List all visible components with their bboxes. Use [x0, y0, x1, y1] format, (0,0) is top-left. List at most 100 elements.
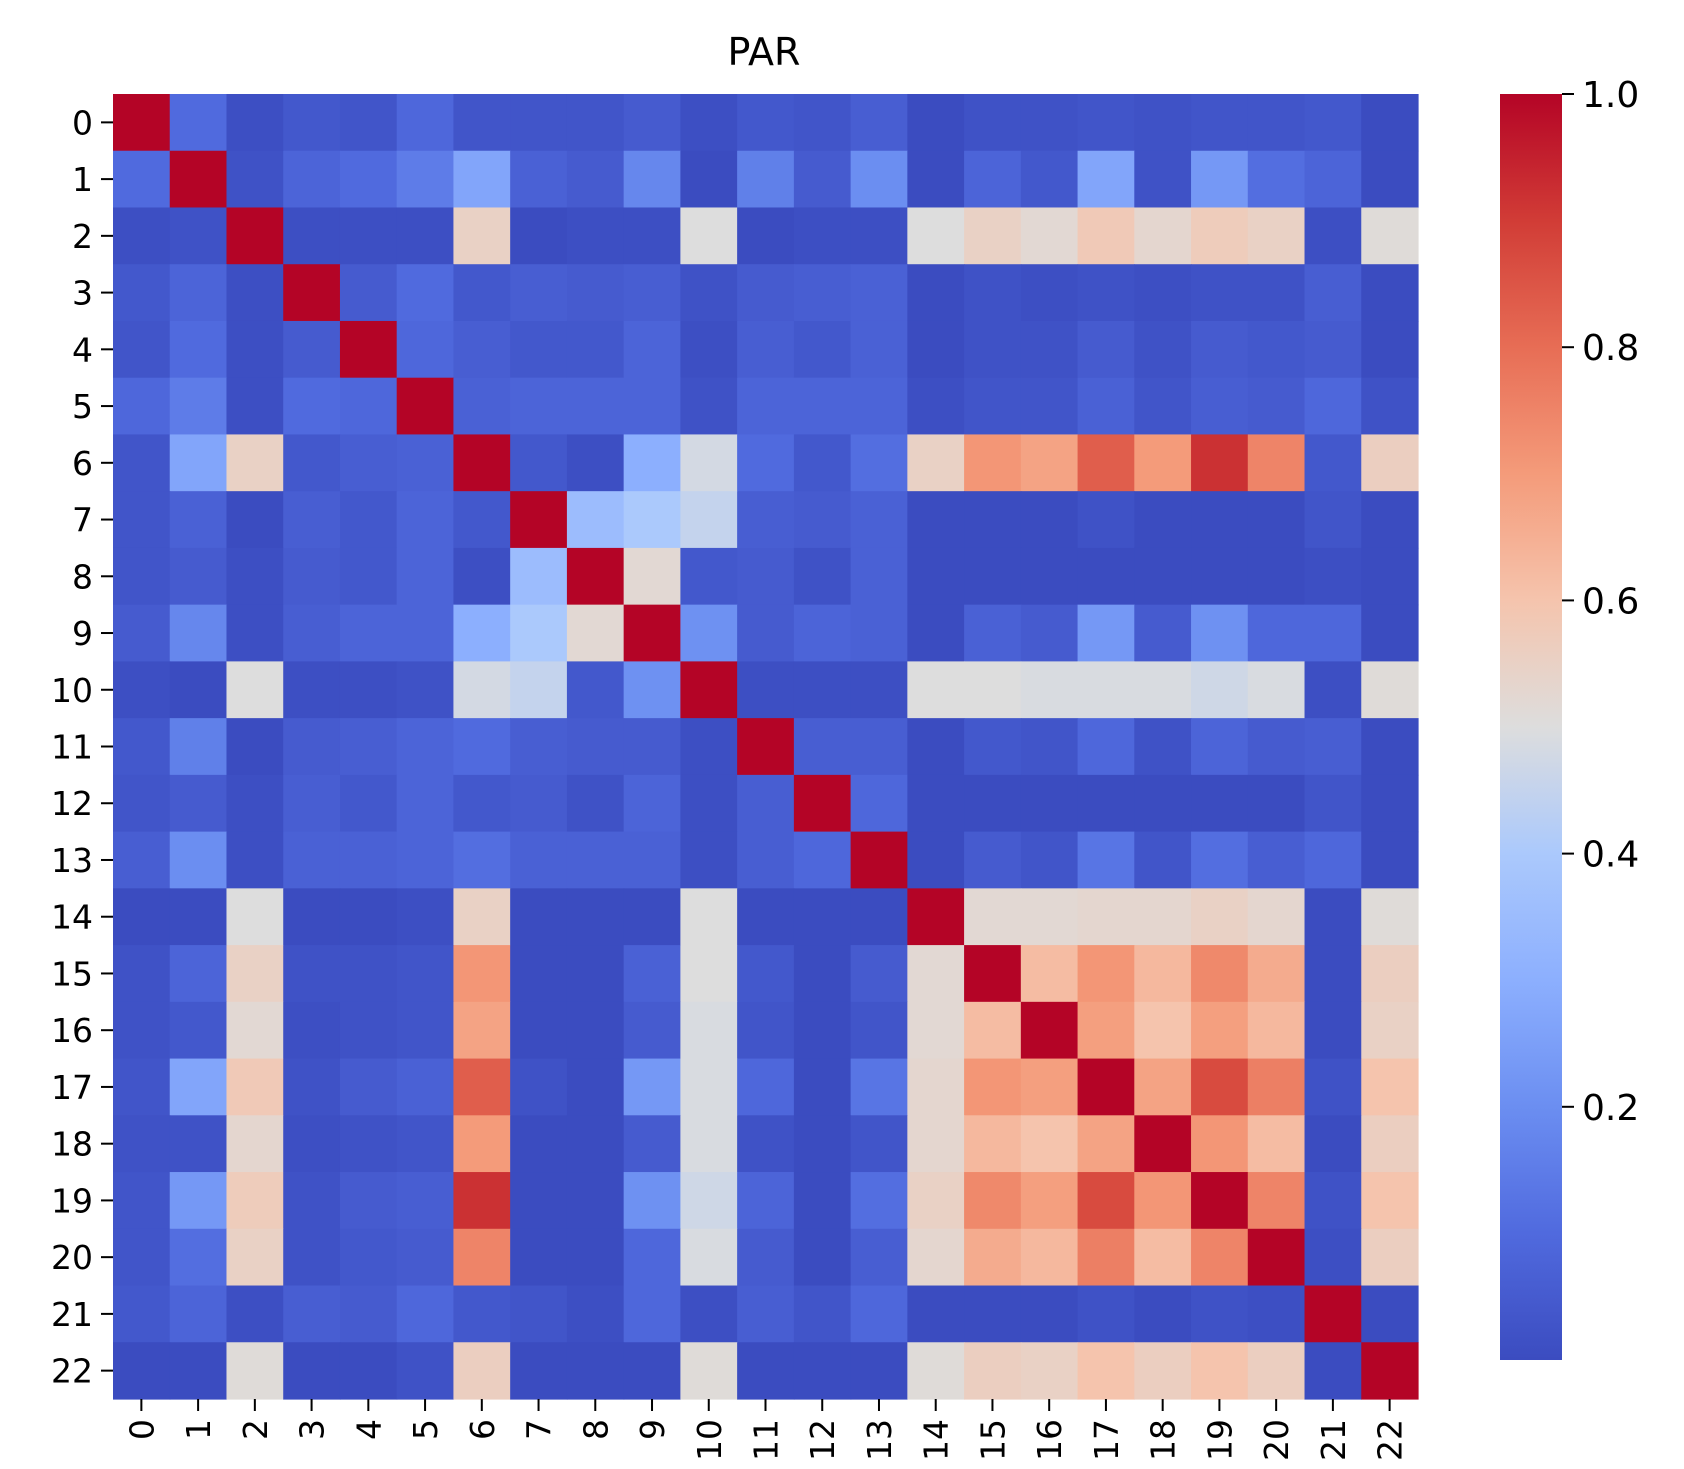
heatmap-cell: [226, 1342, 284, 1400]
heatmap-cell: [396, 150, 455, 209]
heatmap-cell: [1304, 718, 1362, 776]
heatmap-cell: [793, 1285, 852, 1343]
heatmap-cell: [1361, 1285, 1419, 1343]
x-tick-label: 8: [576, 1419, 615, 1440]
heatmap-cell: [680, 1285, 738, 1343]
x-tick-label: 11: [747, 1419, 786, 1461]
heatmap-cell: [453, 888, 511, 946]
heatmap-cell: [113, 718, 171, 776]
heatmap-cell: [964, 1058, 1022, 1116]
heatmap-cell: [907, 94, 965, 152]
heatmap-cell: [623, 491, 681, 549]
heatmap-cell: [737, 831, 795, 889]
heatmap-cell: [510, 945, 568, 1003]
heatmap-cell: [1191, 207, 1249, 265]
heatmap-cell: [737, 547, 795, 606]
heatmap-cell: [453, 774, 511, 833]
x-tick-label: 5: [406, 1419, 445, 1440]
heatmap-cell: [1134, 434, 1192, 492]
heatmap-cell: [1077, 1172, 1135, 1230]
heatmap-cell: [737, 661, 795, 719]
colorbar-gradient: [1500, 94, 1562, 1360]
y-tick-label: 9: [72, 614, 93, 653]
heatmap-cell: [1361, 264, 1419, 322]
heatmap-cell: [1020, 94, 1079, 152]
heatmap-cell: [566, 831, 625, 889]
chart-title: PAR: [728, 30, 801, 74]
heatmap-cell: [396, 377, 455, 436]
heatmap-cell: [1134, 150, 1192, 209]
heatmap-cell: [1304, 1115, 1362, 1173]
heatmap-cell: [226, 718, 284, 776]
heatmap-cell: [850, 604, 908, 662]
heatmap-cell: [1247, 604, 1306, 662]
heatmap-cell: [283, 604, 341, 662]
heatmap-cell: [283, 1115, 341, 1173]
heatmap-cell: [1247, 491, 1306, 549]
heatmap-cell: [1020, 774, 1079, 833]
heatmap-cell: [396, 774, 455, 833]
heatmap-cell: [113, 1285, 171, 1343]
heatmap-cell: [1077, 1115, 1135, 1173]
heatmap-cell: [964, 661, 1022, 719]
heatmap-cell: [623, 94, 681, 152]
heatmap-cell: [964, 1228, 1022, 1287]
heatmap-cell: [1134, 945, 1192, 1003]
heatmap-cell: [510, 1001, 568, 1060]
heatmap-cell: [850, 434, 908, 492]
heatmap-cell: [339, 945, 398, 1003]
heatmap-cell: [680, 1172, 738, 1230]
heatmap-cell: [964, 434, 1022, 492]
heatmap-cell: [1247, 1001, 1306, 1060]
heatmap-cell: [1304, 1285, 1362, 1343]
heatmap-cell: [339, 1001, 398, 1060]
heatmap-cell: [1247, 1115, 1306, 1173]
heatmap-cell: [1361, 150, 1419, 209]
heatmap-cell: [1134, 1001, 1192, 1060]
heatmap-cell: [226, 1228, 284, 1287]
heatmap-cell: [510, 377, 568, 436]
heatmap-cell: [907, 491, 965, 549]
heatmap-cell: [113, 434, 171, 492]
heatmap-cell: [850, 774, 908, 833]
heatmap-cell: [1134, 1172, 1192, 1230]
heatmap-cell: [1191, 1285, 1249, 1343]
heatmap-cell: [339, 150, 398, 209]
heatmap-cell: [737, 150, 795, 209]
colorbar-ticks: 0.2 0.4 0.6 0.8 1.0: [1562, 75, 1639, 1129]
heatmap-cell: [226, 94, 284, 152]
heatmap-cell: [453, 604, 511, 662]
heatmap-cell: [226, 1115, 284, 1173]
heatmap-cell: [169, 377, 228, 436]
heatmap-cell: [680, 831, 738, 889]
heatmap-cell: [907, 207, 965, 265]
heatmap-cell: [1134, 1285, 1192, 1343]
heatmap-cell: [1077, 320, 1135, 379]
x-tick-label: 16: [1030, 1419, 1069, 1461]
heatmap-cell: [1077, 1058, 1135, 1116]
heatmap-cell: [396, 320, 455, 379]
heatmap-cell: [680, 320, 738, 379]
x-tick-label: 13: [860, 1419, 899, 1461]
heatmap-cell: [1361, 661, 1419, 719]
heatmap-cell: [964, 207, 1022, 265]
heatmap-cell: [566, 150, 625, 209]
heatmap-cell: [793, 377, 852, 436]
heatmap-cell: [339, 1115, 398, 1173]
heatmap-cell: [907, 661, 965, 719]
heatmap-cell: [113, 945, 171, 1003]
heatmap-cell: [850, 831, 908, 889]
heatmap-cell: [283, 888, 341, 946]
heatmap-cell: [1134, 604, 1192, 662]
heatmap-cell: [1077, 94, 1135, 152]
heatmap-cell: [1134, 94, 1192, 152]
heatmap-cell: [1134, 320, 1192, 379]
heatmap-cell: [510, 264, 568, 322]
heatmap-cell: [793, 1058, 852, 1116]
heatmap-cell: [113, 491, 171, 549]
heatmap-cell: [623, 831, 681, 889]
heatmap-cell: [453, 1172, 511, 1230]
heatmap-cell: [566, 1001, 625, 1060]
heatmap-cell: [339, 1285, 398, 1343]
heatmap-cell: [1077, 491, 1135, 549]
